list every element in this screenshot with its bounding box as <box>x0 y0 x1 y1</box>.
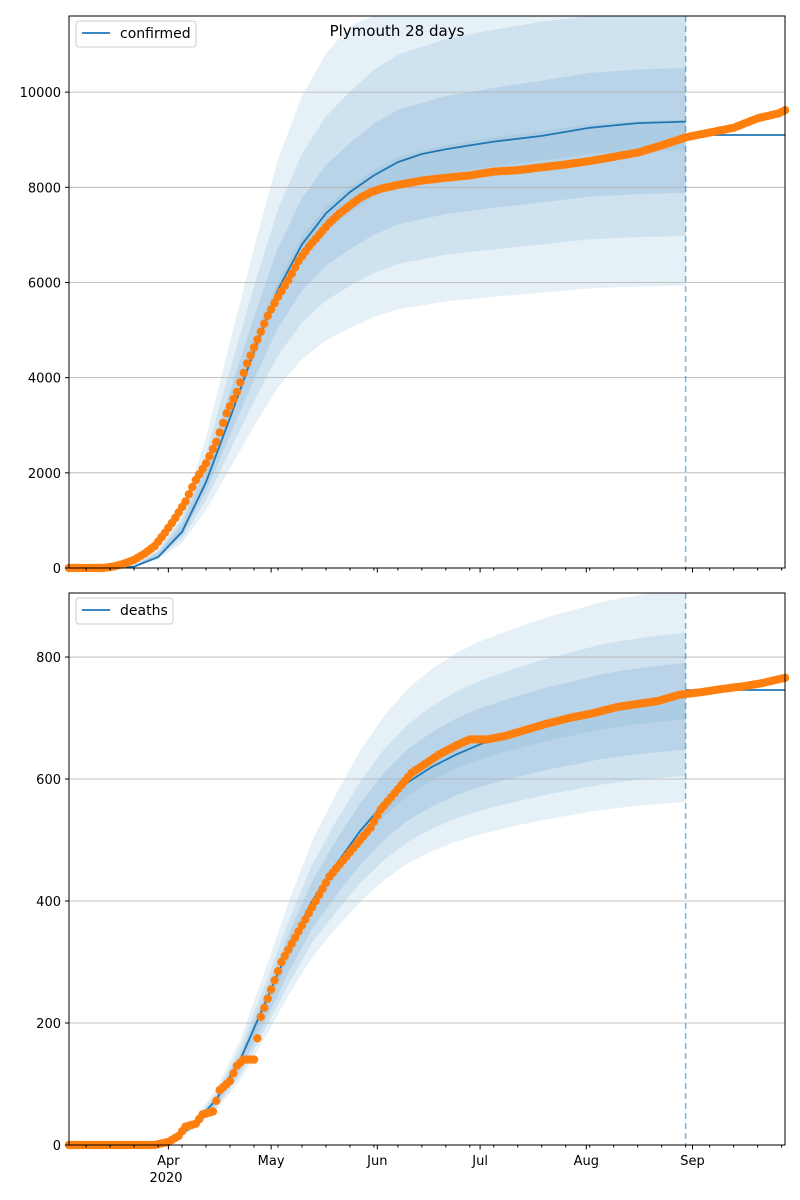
observed-point <box>208 444 218 454</box>
uncertainty-band-3 <box>69 662 686 1145</box>
model-line <box>69 120 686 569</box>
uncertainty-band-1 <box>69 16 686 568</box>
observed-point <box>366 823 375 832</box>
confirmed-legend-label: confirmed <box>120 26 191 42</box>
observed-point <box>280 951 289 961</box>
observed-point <box>256 327 265 336</box>
observed-point <box>249 1055 259 1064</box>
y-tick-label: 0 <box>53 562 61 577</box>
observed-point <box>236 378 245 387</box>
deaths-legend-label: deaths <box>120 603 168 619</box>
observed-point <box>201 459 211 468</box>
uncertainty-band-2 <box>69 16 686 568</box>
x-tick-label: May <box>258 1154 285 1169</box>
x-tick-label: Jun <box>366 1154 387 1169</box>
observed-point <box>229 394 238 404</box>
observed-point <box>256 1012 265 1022</box>
observed-point <box>263 994 272 1003</box>
observed-point <box>287 269 296 278</box>
observed-point <box>246 351 255 360</box>
observed-point <box>308 902 317 912</box>
observed-point <box>270 298 279 308</box>
deaths-panel: 0 200 400 600 800 Apr May Jun Jul Aug Sep deaths <box>36 592 790 1169</box>
deaths-legend[interactable]: deaths <box>75 597 174 625</box>
observed-point <box>225 1076 235 1086</box>
observed-point <box>290 263 300 272</box>
observed-point <box>297 921 307 930</box>
observed-point <box>253 1034 262 1043</box>
observed-point <box>290 933 300 942</box>
y-tick-label: 6000 <box>28 276 61 291</box>
y-tick-label: 4000 <box>28 372 61 387</box>
observed-point <box>184 490 194 499</box>
observed-point <box>208 1107 218 1116</box>
observed-point <box>253 335 262 344</box>
observed-point <box>260 319 269 328</box>
observed-point <box>225 402 235 411</box>
observed-point <box>304 909 313 918</box>
observed-point <box>369 817 379 826</box>
observed-point <box>219 418 228 428</box>
x-tick-label: Apr <box>157 1154 180 1169</box>
observed-point <box>249 343 259 352</box>
confirmed-legend[interactable]: confirmed <box>75 20 197 48</box>
observed-point <box>294 927 303 936</box>
observed-point <box>270 976 279 985</box>
observed-point <box>321 878 331 887</box>
confirmed-legend-box <box>75 20 197 48</box>
y-tick-label: 0 <box>53 1139 61 1154</box>
observed-point <box>181 497 190 506</box>
chart-title: Plymouth 28 days <box>330 22 465 40</box>
observed-point <box>284 275 293 285</box>
confirmed-axes: 0 2000 4000 6000 8000 10000 <box>20 15 786 577</box>
observed-point <box>260 1003 269 1012</box>
observed-point <box>232 387 242 397</box>
observed-point <box>314 890 324 900</box>
observed-point <box>205 452 214 461</box>
observed-point <box>222 409 231 418</box>
confirmed-uncertainty-bands <box>69 16 686 569</box>
observed-point <box>212 437 221 447</box>
x-tick-label: Sep <box>680 1154 705 1169</box>
y-tick-label: 10000 <box>20 86 61 101</box>
observed-point <box>311 896 320 906</box>
y-tick-label: 2000 <box>28 467 61 482</box>
observed-point <box>284 945 293 954</box>
observed-point <box>266 985 276 994</box>
observed-point <box>373 811 382 820</box>
observed-point <box>287 939 296 948</box>
y-tick-label: 400 <box>36 895 61 910</box>
observed-point <box>212 1096 221 1106</box>
plot-frame <box>68 15 786 569</box>
observed-point <box>229 1069 238 1078</box>
y-tick-label: 200 <box>36 1017 61 1032</box>
x-tick-label: Aug <box>574 1154 599 1169</box>
observed-point <box>242 359 252 368</box>
observed-point <box>188 482 197 492</box>
y-tick-label: 800 <box>36 651 61 666</box>
x-tick-label: Jul <box>471 1154 488 1169</box>
plot-frame <box>68 592 786 1146</box>
uncertainty-band-3 <box>69 67 686 569</box>
observed-point <box>318 884 327 893</box>
deaths-axes: 0 200 400 600 800 Apr May Jun Jul Aug Sep <box>36 592 786 1169</box>
observed-point <box>273 967 283 976</box>
observed-point <box>277 957 286 967</box>
x-axis-year-label: 2020 <box>149 1171 182 1186</box>
y-tick-label: 600 <box>36 773 61 788</box>
observed-point <box>266 305 276 314</box>
observed-point <box>263 311 272 320</box>
confirmed-panel: 0 2000 4000 6000 8000 10000 confirmed Plymout… <box>20 15 790 577</box>
uncertainty-band-2 <box>69 632 686 1145</box>
observed-point <box>215 428 224 437</box>
y-tick-label: 8000 <box>28 181 61 196</box>
observed-point <box>239 368 248 378</box>
observed-point <box>301 915 310 924</box>
deaths-legend-box <box>75 597 174 625</box>
